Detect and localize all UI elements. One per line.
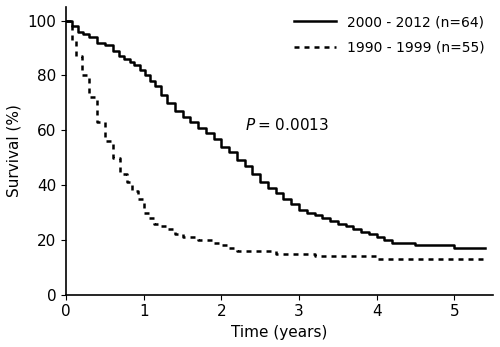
- Y-axis label: Survival (%): Survival (%): [7, 104, 22, 197]
- X-axis label: Time (years): Time (years): [232, 325, 328, 340]
- Text: $\it{P}$ = 0.0013: $\it{P}$ = 0.0013: [244, 117, 328, 133]
- Legend: 2000 - 2012 (n=64), 1990 - 1999 (n=55): 2000 - 2012 (n=64), 1990 - 1999 (n=55): [289, 10, 490, 60]
